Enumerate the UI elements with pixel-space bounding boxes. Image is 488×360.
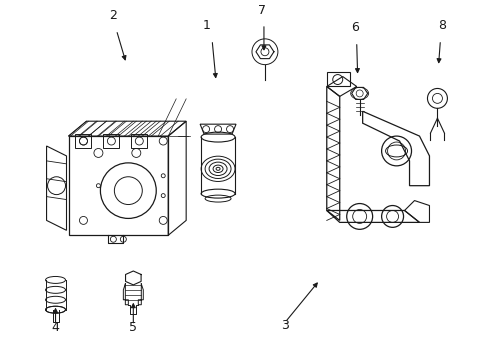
Text: 5: 5 (129, 320, 137, 333)
Bar (103, 134, 119, 148)
Text: 8: 8 (438, 19, 446, 32)
Bar (131, 134, 147, 148)
Text: 4: 4 (52, 320, 60, 333)
Bar (75, 134, 91, 148)
Text: 1: 1 (203, 19, 211, 32)
Text: 6: 6 (350, 21, 358, 34)
Text: 3: 3 (281, 319, 288, 332)
Text: 7: 7 (258, 4, 265, 17)
Bar (68, 136, 168, 235)
Text: 2: 2 (109, 9, 117, 22)
